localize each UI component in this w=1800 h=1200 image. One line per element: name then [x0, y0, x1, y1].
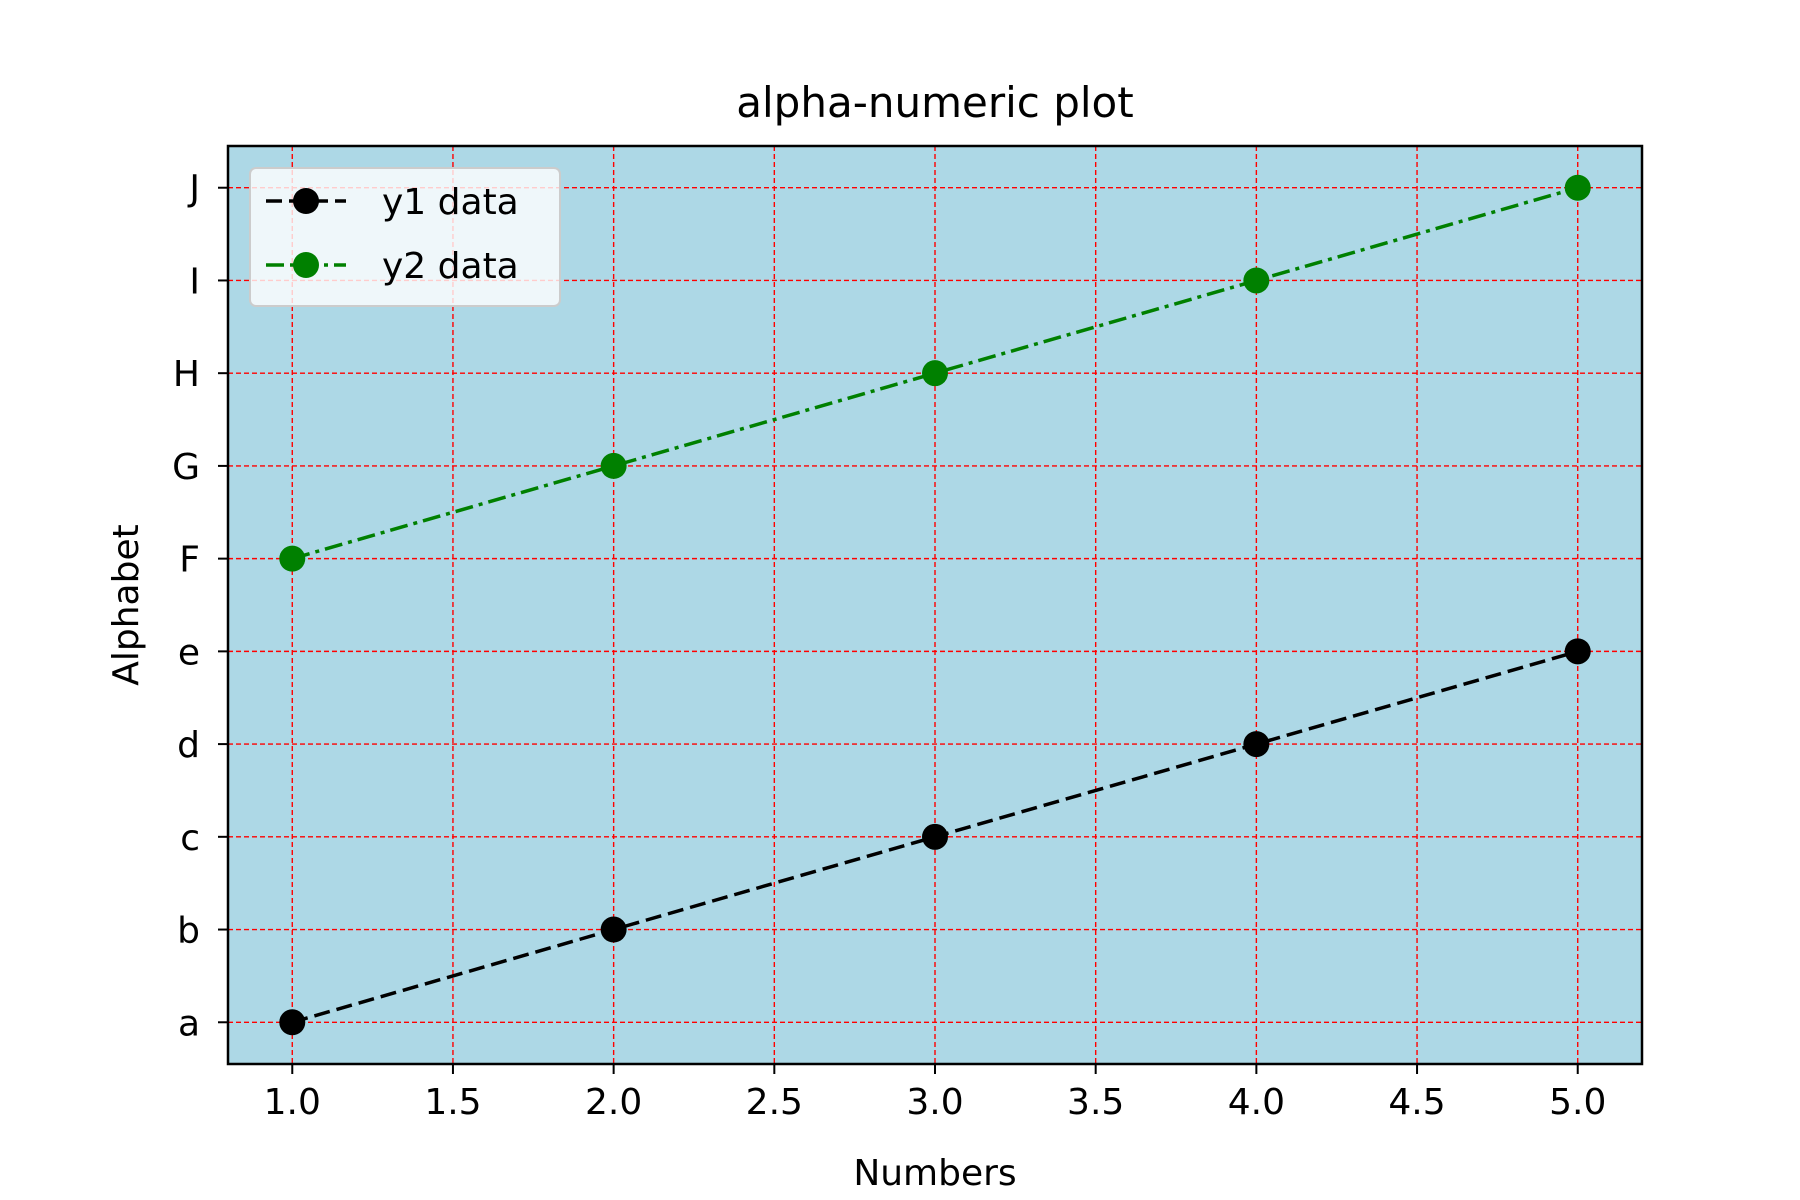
data-point — [922, 823, 948, 850]
x-axis-ticks: 1.0 1.5 2.0 2.5 3.0 3.5 4.0 4.5 5.0 — [264, 1064, 1606, 1123]
data-point — [600, 916, 627, 943]
data-point — [1564, 638, 1591, 665]
data-point — [600, 452, 627, 479]
x-tick-label: 1.5 — [424, 1082, 481, 1123]
x-tick-label: 3.0 — [906, 1082, 963, 1123]
y-tick-label: J — [187, 169, 200, 210]
x-tick-label: 2.0 — [585, 1082, 642, 1123]
y-tick-label: b — [177, 911, 200, 952]
x-tick-label: 2.5 — [746, 1082, 803, 1123]
legend-marker — [293, 252, 319, 278]
y-tick-label: F — [179, 540, 200, 581]
data-point — [1243, 731, 1270, 758]
data-point — [1243, 267, 1270, 294]
grid-lines — [228, 146, 1642, 1064]
legend-label: y2 data — [382, 246, 519, 287]
chart-title: alpha-numeric plot — [736, 78, 1133, 127]
data-point — [1564, 174, 1591, 201]
data-point — [279, 545, 306, 572]
x-axis-label: Numbers — [853, 1153, 1016, 1194]
y-axis-ticks: a b c d e F G H I J — [172, 169, 228, 1044]
legend: y1 data y2 data — [249, 167, 561, 307]
y-tick-label: G — [172, 447, 200, 488]
y-tick-label: c — [180, 818, 200, 859]
x-tick-label: 1.0 — [264, 1082, 321, 1123]
x-tick-label: 3.5 — [1067, 1082, 1124, 1123]
series-layer — [279, 174, 1591, 1036]
x-tick-label: 4.5 — [1388, 1082, 1445, 1123]
x-tick-label: 5.0 — [1549, 1082, 1606, 1123]
legend-marker — [293, 188, 319, 214]
y-tick-label: d — [177, 725, 200, 766]
y-axis-label: Alphabet — [106, 524, 147, 685]
series-line-2 — [291, 186, 1579, 561]
legend-label: y1 data — [382, 182, 519, 223]
y-tick-label: e — [178, 632, 200, 673]
data-point — [279, 1009, 306, 1036]
y-tick-label: H — [173, 354, 200, 395]
data-point — [922, 360, 948, 387]
legend-entries: y1 data y2 data — [266, 182, 519, 287]
y-tick-label: I — [189, 261, 200, 302]
y-tick-label: a — [178, 1003, 200, 1044]
x-tick-label: 4.0 — [1228, 1082, 1285, 1123]
